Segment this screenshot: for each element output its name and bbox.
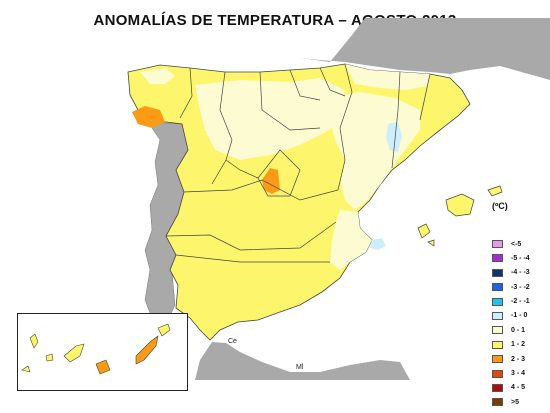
- legend-label: -4 - -3: [511, 269, 530, 277]
- legend-item: <-5: [492, 237, 548, 251]
- legend-swatch: [492, 398, 503, 407]
- legend-swatch: [492, 340, 503, 349]
- legend-label: -5 - -4: [511, 254, 530, 262]
- legend-item: 3 - 4: [492, 367, 548, 381]
- legend-swatch: [492, 297, 503, 306]
- legend-label: <-5: [511, 240, 522, 248]
- legend-label: >5: [511, 398, 519, 406]
- legend-item: -3 - -2: [492, 280, 548, 294]
- legend: (ºC) <-5 -5 - -4 -4 - -3 -3 - -2 -2 - -1 -1 -…: [492, 201, 548, 410]
- melilla-label: Ml: [296, 364, 304, 371]
- island-fuerteventura: [135, 335, 159, 365]
- island-el-hierro: [21, 365, 31, 373]
- balearic-ibiza: [417, 223, 431, 239]
- legend-swatch: [492, 383, 503, 392]
- legend-item: 2 - 3: [492, 352, 548, 366]
- zone-hot-galicia: [132, 106, 165, 128]
- legend-label: 3 - 4: [511, 370, 526, 378]
- zone-ebro-east: [320, 92, 420, 210]
- africa-land: [195, 342, 410, 380]
- zone-galicia-coast: [140, 68, 175, 84]
- island-tenerife: [63, 343, 85, 363]
- legend-item: >5: [492, 395, 548, 409]
- island-gran-canaria: [95, 359, 111, 375]
- legend-item: -4 - -3: [492, 266, 548, 280]
- legend-unit: (ºC): [492, 201, 508, 211]
- legend-swatch: [492, 369, 503, 378]
- balearic-menorca: [487, 185, 503, 197]
- balearic-mallorca: [445, 193, 475, 217]
- zone-cold-iberico: [386, 122, 402, 152]
- balearic-formentera: [427, 239, 435, 247]
- legend-item: -1 - 0: [492, 309, 548, 323]
- canary-islands-inset: [17, 313, 188, 391]
- island-la-gomera: [45, 353, 54, 362]
- legend-swatch: [492, 268, 503, 277]
- legend-item: -2 - -1: [492, 295, 548, 309]
- zone-pyrenees: [345, 64, 430, 90]
- legend-label: -1 - 0: [511, 312, 528, 320]
- france-land: [300, 18, 550, 80]
- legend-label: -3 - -2: [511, 283, 530, 291]
- island-la-palma: [29, 333, 39, 349]
- legend-label: 0 - 1: [511, 326, 526, 334]
- legend-swatch: [492, 355, 503, 364]
- legend-swatch: [492, 240, 503, 248]
- legend-item: -5 - -4: [492, 251, 548, 265]
- legend-item: 4 - 5: [492, 381, 548, 395]
- zone-cold-valencia: [370, 238, 386, 250]
- ceuta-label: Ce: [228, 338, 237, 345]
- legend-swatch: [492, 311, 503, 320]
- zone-levante: [330, 210, 372, 270]
- zone-north-plateau: [195, 78, 345, 160]
- legend-item: 0 - 1: [492, 323, 548, 337]
- canary-islands-map: [21, 323, 171, 375]
- island-lanzarote: [157, 323, 171, 337]
- legend-item: 1 - 2: [492, 338, 548, 352]
- legend-label: 1 - 2: [511, 341, 526, 349]
- legend-swatch: [492, 254, 503, 263]
- legend-label: 2 - 3: [511, 355, 526, 363]
- legend-label: 4 - 5: [511, 384, 526, 392]
- legend-swatch: [492, 326, 503, 335]
- legend-swatch: [492, 283, 503, 292]
- legend-label: -2 - -1: [511, 298, 530, 306]
